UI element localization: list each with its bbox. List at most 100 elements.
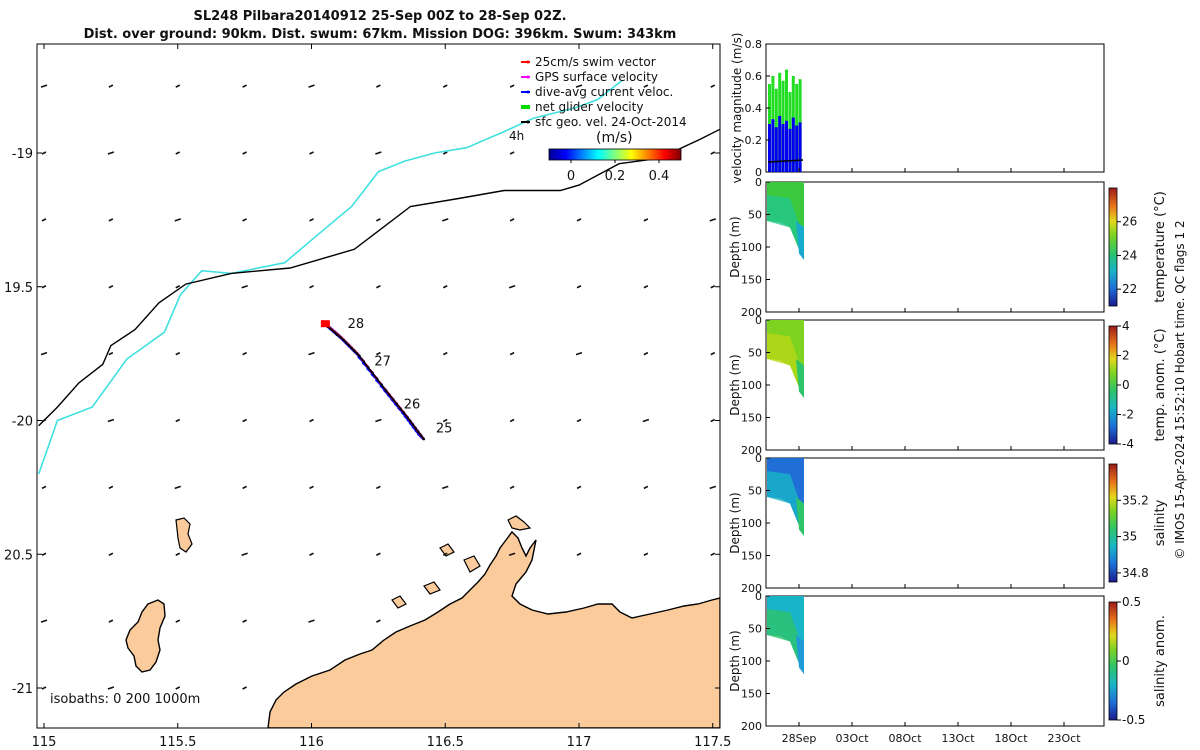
geo-velocity-arrow <box>575 351 583 356</box>
geo-velocity-arrow <box>710 418 716 423</box>
geo-velocity-arrow <box>309 552 314 556</box>
section-data <box>796 359 804 398</box>
colorbar-tick-label: 0 <box>567 169 575 184</box>
colorbar-tick-label: 0 <box>1122 378 1130 392</box>
section-data <box>767 333 804 397</box>
velocity-bar <box>785 120 788 172</box>
legend-swatch-head <box>526 105 530 109</box>
legend-swatch-head <box>526 60 530 64</box>
colorbar-tick-label: 24 <box>1122 248 1137 262</box>
geo-velocity-arrow <box>643 285 649 289</box>
time-tick-label: 18Oct <box>994 732 1028 745</box>
geo-velocity-arrow <box>709 485 717 490</box>
velocity-bar <box>798 122 802 172</box>
velocity-bars <box>768 69 1065 172</box>
section-frame <box>765 319 1105 451</box>
geo-velocity-arrow <box>508 552 516 557</box>
colorbar-tick-label: 2 <box>1122 349 1130 363</box>
geo-velocity-arrow <box>709 218 717 222</box>
velocity-y-tick-label: 0.2 <box>745 134 763 147</box>
colorbar-tick-label: 22 <box>1122 282 1137 296</box>
geo-velocity-arrow <box>108 218 114 222</box>
depth-tick-label: 0 <box>755 176 762 189</box>
section-data <box>796 635 804 674</box>
velocity-frame <box>765 43 1105 173</box>
geo-velocity-arrow <box>441 218 449 222</box>
day-label: 26 <box>404 397 421 412</box>
colorbar-unit-label: (m/s) <box>596 130 633 146</box>
depth-tick-label: 150 <box>741 550 762 563</box>
map-y-tick-label: -20 <box>12 415 33 430</box>
geo-velocity-arrow <box>442 552 448 556</box>
day-label: 27 <box>374 355 391 370</box>
colorbar-tick-label: -2 <box>1122 408 1134 422</box>
colorbar-tick-label: 0.4 <box>649 169 670 184</box>
depth-tick-label: 200 <box>741 720 762 733</box>
depth-axis-label: Depth (m) <box>728 492 742 553</box>
footer-credit: © IMOS 15-Apr-2024 15:52:10 Hobart time.… <box>1173 220 1187 559</box>
depth-tick-label: 150 <box>741 412 762 425</box>
track-line <box>324 323 425 440</box>
geo-velocity-arrow <box>41 151 47 155</box>
geo-velocity-arrow <box>242 84 247 88</box>
island-small-4 <box>423 581 441 595</box>
geo-velocity-line <box>767 159 804 163</box>
geo-velocity-arrow <box>41 218 47 222</box>
geo-velocity-arrow <box>107 418 115 423</box>
geo-velocity-arrow <box>41 485 47 490</box>
colorbar-tick-label: 0.5 <box>1122 595 1141 609</box>
map-frame <box>36 43 721 729</box>
geo-velocity-arrow <box>242 619 247 623</box>
velocity-y-tick-label: 0.8 <box>745 38 763 51</box>
geo-velocity-arrow <box>108 485 114 490</box>
geo-velocity-arrow <box>309 218 314 222</box>
geo-velocity-arrow <box>575 84 583 88</box>
colorbar-tick-label: 0 <box>1122 654 1130 668</box>
geo-velocity-arrow <box>643 84 649 88</box>
geo-velocity-arrow <box>241 284 248 289</box>
geo-velocity-arrow <box>576 285 582 289</box>
section-panel: 0 50 100 150 200 Depth (m) 0.5 0 -0.5 salinity an… <box>728 590 1168 745</box>
isobath-1000m <box>38 128 720 427</box>
geo-velocity-arrow <box>107 686 115 690</box>
velocity-bar <box>768 124 771 172</box>
geo-velocity-arrow <box>108 619 114 623</box>
section-panel: 0 50 100 150 200 Depth (m) 22 24 26 temperature (… <box>728 176 1168 319</box>
legend-interval: 4h <box>509 129 524 143</box>
geo-velocity-arrow <box>175 351 181 356</box>
colorbar-tick-label: -4 <box>1122 437 1134 451</box>
velocity-bar <box>778 116 782 172</box>
island-small-3 <box>463 555 481 573</box>
geo-velocity-arrow <box>376 552 381 556</box>
geo-velocity-arrow <box>242 686 247 690</box>
speed-colorbar <box>548 148 682 161</box>
island-small-5 <box>391 595 407 609</box>
section-frame <box>765 181 1105 313</box>
geo-velocity-arrow <box>576 485 582 490</box>
time-tick-label: 08Oct <box>888 732 922 745</box>
geo-velocity-arrow <box>643 485 649 490</box>
mainland-coast <box>267 530 720 728</box>
geo-velocity-arrow <box>175 686 181 690</box>
depth-tick-label: 200 <box>741 306 762 319</box>
geo-velocity-arrow <box>375 151 382 155</box>
geo-velocity-arrow <box>509 418 515 423</box>
glider-track <box>320 319 426 441</box>
depth-tick-label: 50 <box>748 209 762 222</box>
section-frame <box>765 595 1105 727</box>
legend-label: net glider velocity <box>535 100 643 114</box>
island-cluster <box>175 517 193 553</box>
map-y-tick-label: 20.5 <box>4 548 33 563</box>
geo-velocity-arrow <box>107 151 115 155</box>
geo-velocity-arrow <box>576 218 582 222</box>
velocity-y-tick-label: 0 <box>755 166 762 179</box>
day-label: 25 <box>436 422 453 437</box>
legend-label: 25cm/s swim vector <box>535 55 656 69</box>
geo-velocity-arrow <box>309 151 314 155</box>
depth-tick-label: 100 <box>741 241 762 254</box>
time-tick-label: 13Oct <box>941 732 975 745</box>
geo-velocity-arrow <box>309 285 314 289</box>
depth-tick-label: 50 <box>748 623 762 636</box>
